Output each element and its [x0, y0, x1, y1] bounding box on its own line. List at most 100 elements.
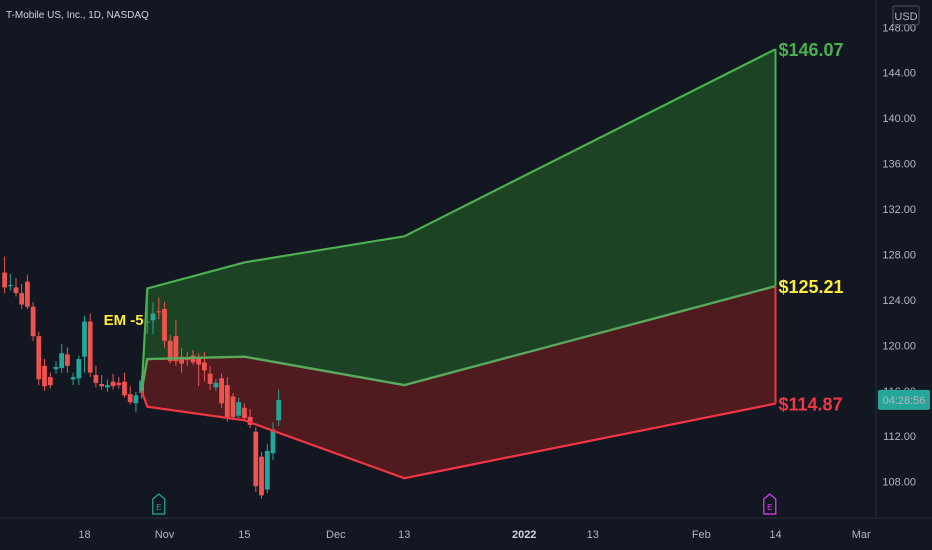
candle-body — [122, 381, 127, 396]
candle-body — [179, 356, 184, 364]
candle-body — [242, 407, 247, 418]
candle — [116, 377, 122, 389]
candle-body — [184, 359, 190, 361]
x-tick-label: Nov — [155, 529, 175, 541]
lower-range-fill — [141, 286, 776, 479]
candle-body — [162, 309, 167, 341]
candle — [219, 373, 224, 408]
candle-body — [99, 384, 104, 387]
candle-body — [224, 385, 230, 418]
earnings-marker-shape — [152, 493, 166, 515]
expected-move-lines — [140, 48, 777, 480]
x-tick-label: 14 — [769, 529, 781, 541]
candle — [213, 379, 219, 391]
candle-body — [207, 373, 213, 384]
y-tick-label: 124.00 — [882, 295, 916, 307]
y-tick-label: 108.00 — [882, 477, 916, 489]
candle — [242, 403, 247, 421]
candle — [224, 377, 230, 422]
x-tick-label: 13 — [587, 529, 599, 541]
y-tick-label: 136.00 — [882, 159, 916, 171]
candle-body — [36, 336, 42, 380]
candle-body — [13, 287, 19, 294]
y-tick-label: 140.00 — [882, 113, 916, 125]
candle — [122, 372, 127, 398]
lower-target-label: $114.87 — [778, 395, 842, 415]
upper-range-fill — [141, 49, 776, 391]
x-tick-label: 18 — [78, 529, 90, 541]
candle-body — [219, 378, 224, 404]
candle-body — [65, 354, 70, 366]
y-axis[interactable]: 108.00112.00116.00120.00124.00128.00132.… — [882, 22, 916, 488]
candle-body — [127, 394, 133, 403]
earnings-marker[interactable]: E — [763, 493, 777, 515]
candle — [127, 386, 133, 405]
y-tick-label: 120.00 — [882, 340, 916, 352]
candle-body — [133, 395, 139, 404]
candle — [19, 284, 25, 309]
candle-body — [76, 359, 82, 379]
candle-body — [259, 456, 264, 496]
candle — [259, 452, 264, 499]
candle — [110, 373, 116, 390]
earnings-marker-shape — [763, 493, 777, 515]
candle-body — [202, 362, 207, 371]
candle-body — [47, 377, 53, 386]
candle — [253, 427, 259, 492]
candle — [76, 355, 82, 386]
mid-range-line — [140, 284, 776, 392]
candle — [99, 374, 104, 390]
candle — [7, 273, 13, 291]
candle-body — [105, 385, 110, 388]
candle — [247, 408, 253, 429]
candle — [179, 347, 184, 373]
y-tick-label: 144.00 — [882, 68, 916, 80]
mid-target-label: $125.21 — [778, 277, 843, 297]
candle-body — [247, 416, 253, 425]
earnings-marker[interactable]: E — [152, 493, 166, 515]
candle-body — [53, 366, 59, 370]
candle — [13, 278, 19, 297]
candle-body — [2, 272, 8, 288]
candle-body — [230, 396, 236, 417]
expected-move-fills — [141, 49, 776, 479]
candle — [42, 359, 47, 391]
current-price-badge: 04:28:56 — [878, 389, 930, 410]
candle — [156, 297, 162, 320]
candle — [236, 397, 242, 418]
candle-body — [7, 285, 13, 287]
y-tick-label: 132.00 — [882, 204, 916, 216]
chart-title: T-Mobile US, Inc., 1D, NASDAQ — [6, 10, 149, 21]
candle-body — [156, 311, 162, 313]
expected-move-labels: $146.07 $125.21 $114.87 EM -5 — [104, 40, 844, 414]
candle-body — [93, 374, 99, 383]
candle — [105, 379, 110, 392]
candle — [207, 365, 213, 390]
candle — [276, 389, 282, 426]
x-tick-label: Dec — [326, 529, 346, 541]
candle-body — [25, 281, 30, 307]
earnings-marker-label: E — [156, 503, 161, 512]
candle-body — [173, 336, 179, 362]
candle-body — [70, 377, 76, 380]
candle-body — [150, 313, 156, 321]
candle-body — [19, 293, 25, 305]
candle — [65, 347, 70, 373]
candle — [53, 361, 59, 374]
candle-body — [276, 399, 282, 421]
candle — [133, 391, 139, 413]
lower-range-line — [140, 390, 776, 480]
candle-body — [87, 321, 93, 373]
price-badge-box — [878, 389, 930, 410]
candle-body — [264, 451, 270, 490]
candle-body — [30, 306, 36, 337]
candle — [47, 372, 53, 389]
x-axis[interactable]: 18 Nov 15 Dec 13 2022 13 Feb 14 Mar — [78, 529, 871, 541]
candle-body — [270, 429, 276, 454]
upper-target-label: $146.07 — [778, 40, 843, 60]
price-badge-text: 04:28:56 — [883, 395, 926, 407]
currency-button[interactable]: USD — [892, 5, 920, 26]
candle — [82, 315, 87, 373]
